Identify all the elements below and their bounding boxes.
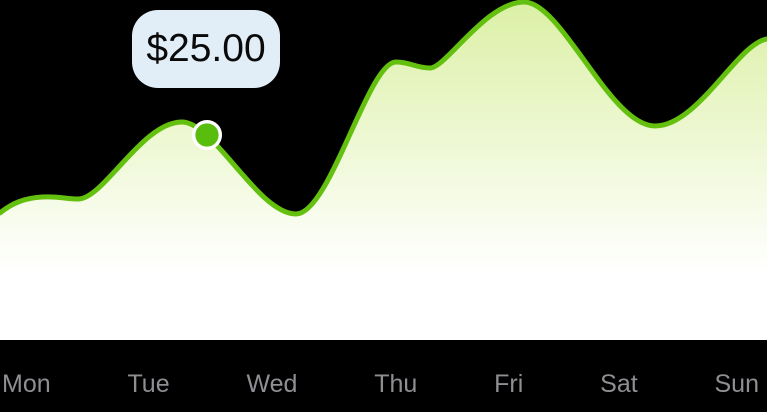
tooltip-value: $25.00	[146, 27, 266, 70]
tick-label-sat: Sat	[600, 370, 638, 398]
tick-label-fri: Fri	[494, 370, 524, 398]
selected-point-marker[interactable]	[191, 119, 222, 150]
spending-trend-line	[0, 0, 767, 217]
area-chart-canvas[interactable]	[0, 0, 767, 340]
x-axis: Mon Tue Wed Thu Fri Sat Sun	[2, 369, 759, 399]
tick-label-tue: Tue	[127, 370, 170, 398]
area-gradient-fill	[0, 2, 767, 340]
value-tooltip: $25.00	[132, 10, 280, 88]
tick-label-mon: Mon	[2, 370, 51, 398]
tick-label-thu: Thu	[374, 370, 418, 398]
tick-label-sun: Sun	[714, 370, 759, 398]
tick-label-wed: Wed	[246, 370, 298, 398]
